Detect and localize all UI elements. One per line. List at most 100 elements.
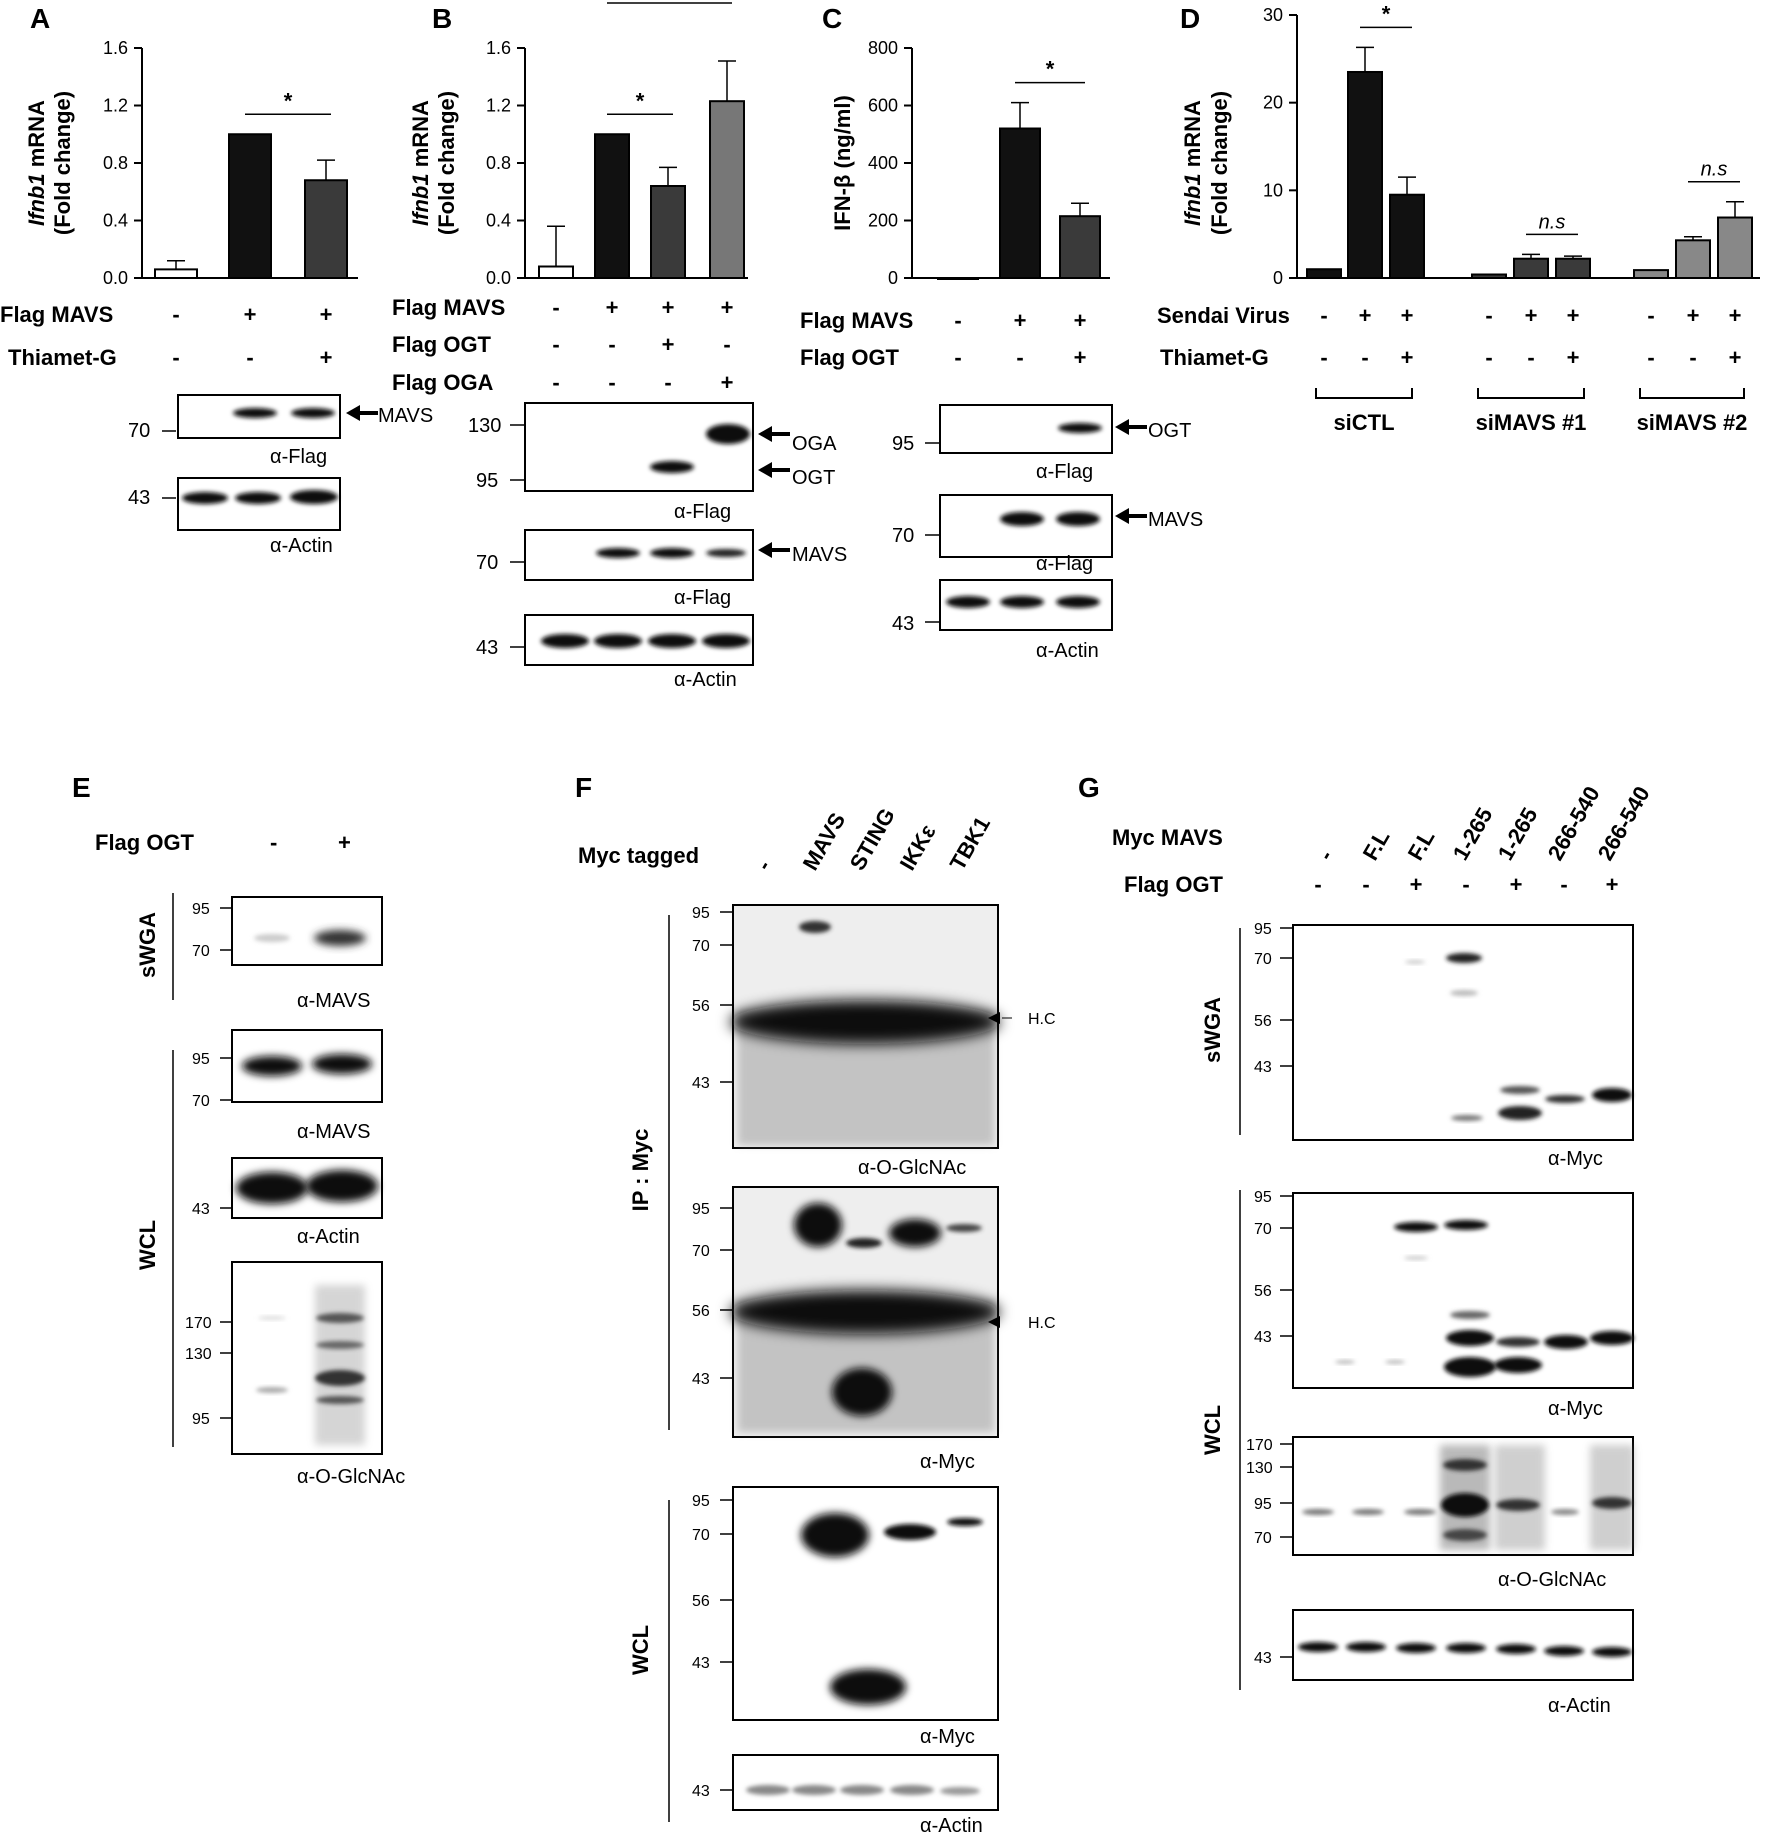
bar: [304, 179, 348, 279]
antibody-label: α-O-GlcNAc: [1498, 1569, 1606, 1591]
blot-frame: [732, 1754, 999, 1811]
arrow-icon: [758, 462, 790, 478]
arrow-label: MAVS: [378, 405, 433, 427]
conditions-b: Flag MAVS Flag OGT Flag OGA: [392, 295, 505, 395]
mw-marker: 95: [692, 905, 710, 922]
blot-band: [706, 549, 746, 557]
blot-band: [1056, 596, 1100, 608]
condition-sign: -: [1689, 345, 1696, 370]
mw-marker: 70: [892, 525, 914, 547]
condition-sign: -: [608, 370, 615, 395]
lane-label: TBK1: [945, 812, 995, 874]
arrow-label: MAVS: [792, 544, 847, 566]
mw-marker: 70: [192, 1093, 210, 1110]
chart-b: Ifnb1 mRNA (Fold change) 0.0 0.4 0.8 1.2 1.6…: [408, 0, 748, 395]
mw-marker: 43: [892, 613, 914, 635]
blot-band: [233, 408, 277, 418]
mw-marker: 56: [692, 1303, 710, 1320]
mw-marker: 170: [185, 1315, 212, 1332]
conditions-d: Sendai Virus Thiamet-G siCTL siMAVS #1 s…: [1157, 303, 1747, 435]
bar: [594, 133, 630, 279]
blot-frame: [524, 402, 754, 492]
significance-label: *: [636, 88, 645, 113]
blot-band: [650, 461, 694, 473]
y-tick-label: 0: [1273, 268, 1283, 288]
antibody-label: α-Actin: [270, 535, 333, 557]
condition-sign: -: [552, 332, 559, 357]
antibody-label: α-O-GlcNAc: [297, 1466, 405, 1488]
bar: [650, 185, 686, 279]
bar: [1555, 257, 1591, 280]
mw-marker: 130: [185, 1346, 212, 1363]
mw-marker: 95: [476, 470, 498, 492]
group-label: WCL: [1200, 1405, 1225, 1455]
y-tick-label: 0.8: [486, 153, 511, 173]
mw-marker: 95: [1254, 1496, 1272, 1513]
mw-marker: 95: [892, 433, 914, 455]
condition-sign: -: [172, 302, 179, 327]
antibody-label: α-Actin: [1036, 640, 1099, 662]
condition-sign: +: [721, 295, 734, 320]
condition-sign: -: [723, 332, 730, 357]
condition-sign: +: [1567, 345, 1580, 370]
blots-b: OGA OGT 130 95 α-Flag MAVS 70 α-Flag 43 …: [468, 402, 847, 691]
blot-band: [706, 424, 750, 444]
y-tick-label: 0.8: [103, 153, 128, 173]
group-label: WCL: [135, 1220, 160, 1270]
lane-label: F.L: [1358, 826, 1395, 865]
antibody-label: α-Myc: [1548, 1148, 1603, 1170]
condition-sign: +: [606, 295, 619, 320]
arrow-label: OGT: [792, 467, 835, 489]
mw-marker: 56: [692, 998, 710, 1015]
chart-a: Ifnb1 mRNA (Fold change) 0.0 0.4 0.8 1.2 1.6…: [24, 38, 358, 370]
condition-sign: +: [1074, 308, 1087, 333]
blot-band: [541, 634, 589, 648]
y-axis-label: Ifnb1 mRNA: [24, 100, 49, 226]
mw-marker: 43: [1254, 1650, 1272, 1667]
condition-sign: -: [1320, 303, 1327, 328]
y-tick-label: 10: [1263, 180, 1283, 200]
mw-marker: 43: [128, 487, 150, 509]
arrow-label: MAVS: [1148, 509, 1203, 531]
antibody-label: α-Myc: [1548, 1398, 1603, 1420]
mw-marker: 43: [1254, 1329, 1272, 1346]
y-tick-label: 0.0: [103, 268, 128, 288]
blot-band: [648, 634, 696, 648]
condition-sign: +: [244, 302, 257, 327]
header-label: Flag OGT: [95, 830, 195, 855]
mw-marker: 43: [692, 1655, 710, 1672]
y-tick-label: 200: [868, 211, 898, 231]
chart-d: Ifnb1 mRNA (Fold change) 0 10 20 30 * n.s n.s -…: [1180, 1, 1760, 370]
group-bracket: [1639, 388, 1745, 399]
significance-label: *: [1382, 1, 1391, 26]
mw-marker: 43: [692, 1371, 710, 1388]
bar: [1306, 268, 1342, 280]
lane-label: MAVS: [798, 808, 851, 874]
blot-frame: [177, 477, 341, 531]
mw-marker: 70: [692, 938, 710, 955]
condition-label: Thiamet-G: [1160, 345, 1269, 370]
condition-sign: -: [1016, 345, 1023, 370]
y-tick-label: 0.4: [486, 211, 511, 231]
mw-marker: 170: [1246, 1437, 1273, 1454]
mw-marker: 70: [692, 1243, 710, 1260]
condition-sign: -: [1485, 303, 1492, 328]
blot-band: [594, 634, 642, 648]
bar: [1675, 239, 1711, 279]
bar: [1347, 70, 1383, 279]
bar: [154, 268, 198, 279]
sub-header-label: Flag OGT: [1124, 872, 1224, 897]
arrow-icon: [758, 542, 790, 558]
panel-letter-a: A: [30, 3, 50, 34]
antibody-label: α-Actin: [920, 1815, 983, 1837]
antibody-label: α-Flag: [1036, 461, 1093, 483]
condition-sign: +: [1687, 303, 1700, 328]
panel-letter-d: D: [1180, 3, 1200, 34]
condition-label: Flag OGT: [800, 345, 900, 370]
panel-letter-c: C: [822, 3, 842, 34]
condition-label: Flag MAVS: [392, 295, 505, 320]
y-tick-label: 1.2: [103, 96, 128, 116]
arrow-label: OGA: [792, 433, 837, 455]
